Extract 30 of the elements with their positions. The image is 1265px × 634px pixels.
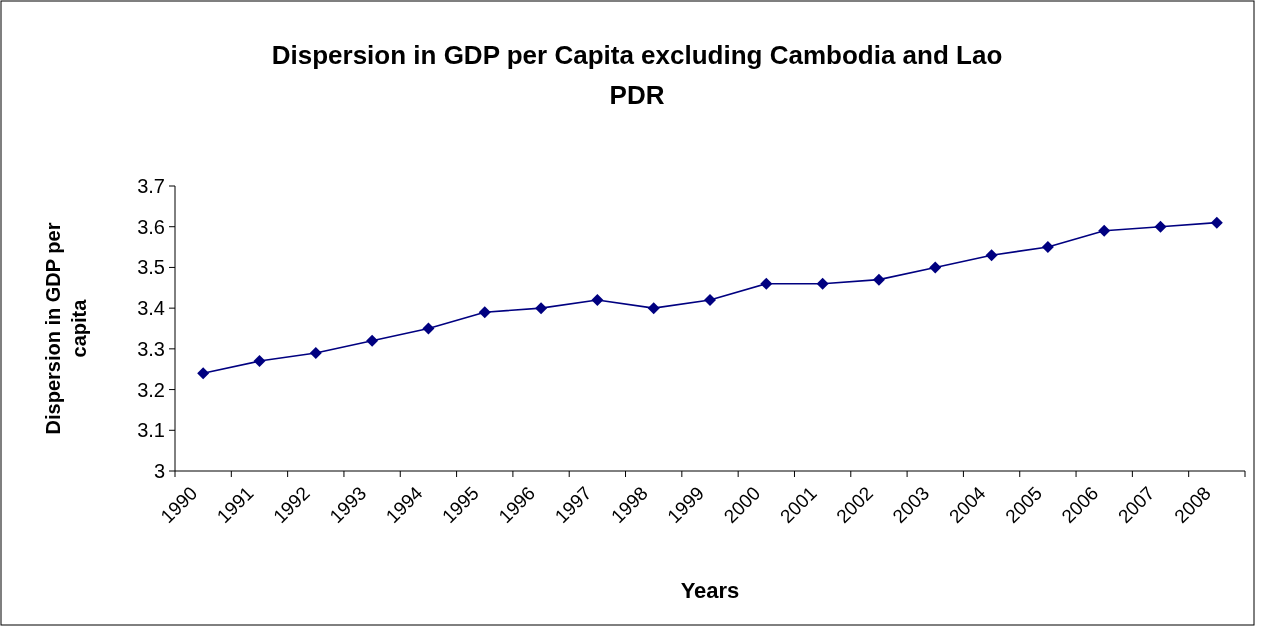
point bbox=[478, 306, 491, 319]
point bbox=[704, 294, 716, 306]
point bbox=[1210, 216, 1223, 229]
point bbox=[366, 334, 379, 347]
point bbox=[1098, 224, 1111, 237]
point bbox=[1154, 220, 1167, 233]
y-tick-label: 3.1 bbox=[137, 419, 165, 442]
point bbox=[253, 355, 266, 368]
chart-title: Dispersion in GDP per Capita excluding Cambodia and Lao PDR bbox=[271, 40, 1003, 110]
point bbox=[591, 294, 604, 306]
point bbox=[872, 273, 885, 286]
y-tick-label: 3.3 bbox=[137, 337, 165, 360]
point bbox=[760, 277, 773, 290]
point bbox=[816, 277, 829, 290]
x-axis-title: Years bbox=[680, 578, 740, 603]
point bbox=[929, 261, 942, 274]
y-tick-label: 3.5 bbox=[137, 256, 165, 279]
y-tick-label: 3 bbox=[153, 460, 165, 482]
point bbox=[647, 302, 660, 315]
y-tick-label: 3.7 bbox=[137, 175, 165, 197]
point bbox=[1041, 241, 1054, 254]
point bbox=[985, 249, 998, 262]
y-axis-title: Dispersion in GDP per capita bbox=[42, 222, 90, 435]
y-tick-label: 3.2 bbox=[137, 378, 165, 401]
y-tick-label: 3.4 bbox=[137, 297, 165, 320]
point bbox=[535, 302, 548, 315]
point bbox=[197, 367, 210, 380]
point bbox=[422, 322, 435, 335]
point bbox=[309, 346, 322, 359]
y-tick-label: 3.6 bbox=[137, 215, 165, 238]
